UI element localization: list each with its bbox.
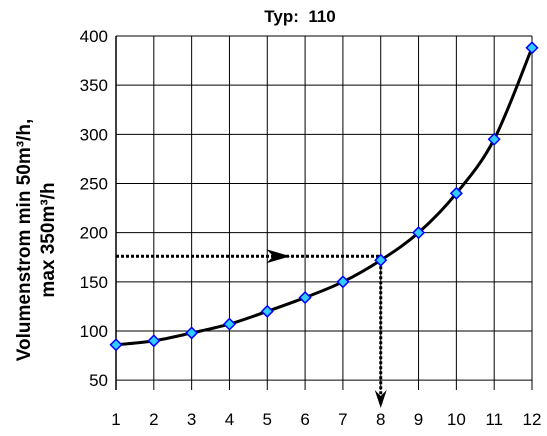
series-line (115, 47, 534, 347)
annotation-arrowhead-down (374, 390, 387, 408)
x-tick-label: 4 (225, 410, 234, 429)
y-tick-label: 350 (80, 76, 108, 95)
y-axis-label-line-2: max 350m³/h (38, 182, 59, 297)
y-tick-label: 50 (89, 371, 108, 390)
data-point (298, 291, 312, 305)
y-axis-label-line-1: Volumenstrom min 50m³/h, (14, 119, 35, 361)
series (109, 41, 539, 352)
x-tick-label: 11 (485, 410, 503, 429)
data-point (109, 338, 123, 352)
x-tick-label: 9 (414, 410, 423, 429)
data-point (374, 253, 388, 267)
data-point (411, 226, 426, 240)
data-point (260, 304, 274, 318)
data-point (449, 186, 463, 200)
data-point (185, 326, 199, 340)
data-point (525, 41, 539, 55)
y-tick-label: 200 (80, 224, 108, 243)
x-tick-label: 10 (447, 410, 466, 429)
x-tick-label: 6 (300, 410, 309, 429)
x-tick-label: 1 (111, 410, 120, 429)
x-tick-label: 3 (187, 410, 196, 429)
data-point (147, 334, 161, 348)
y-tick-label: 150 (80, 273, 108, 292)
x-tick-label: 12 (523, 410, 542, 429)
y-tick-label: 300 (80, 125, 108, 144)
y-tick-label: 400 (80, 27, 108, 46)
x-tick-label: 8 (376, 410, 385, 429)
annotation (116, 249, 387, 408)
y-tick-label: 250 (80, 175, 108, 194)
data-point (336, 275, 350, 289)
y-tick-label: 100 (80, 322, 108, 341)
data-point (222, 317, 237, 331)
x-tick-label: 7 (338, 410, 347, 429)
annotation-arrowhead-right (266, 249, 291, 264)
data-point (487, 132, 501, 146)
x-tick-label: 5 (263, 410, 272, 429)
chart-title: Typ: 110 (264, 7, 336, 26)
x-tick-label: 2 (149, 410, 158, 429)
grid (115, 35, 533, 390)
